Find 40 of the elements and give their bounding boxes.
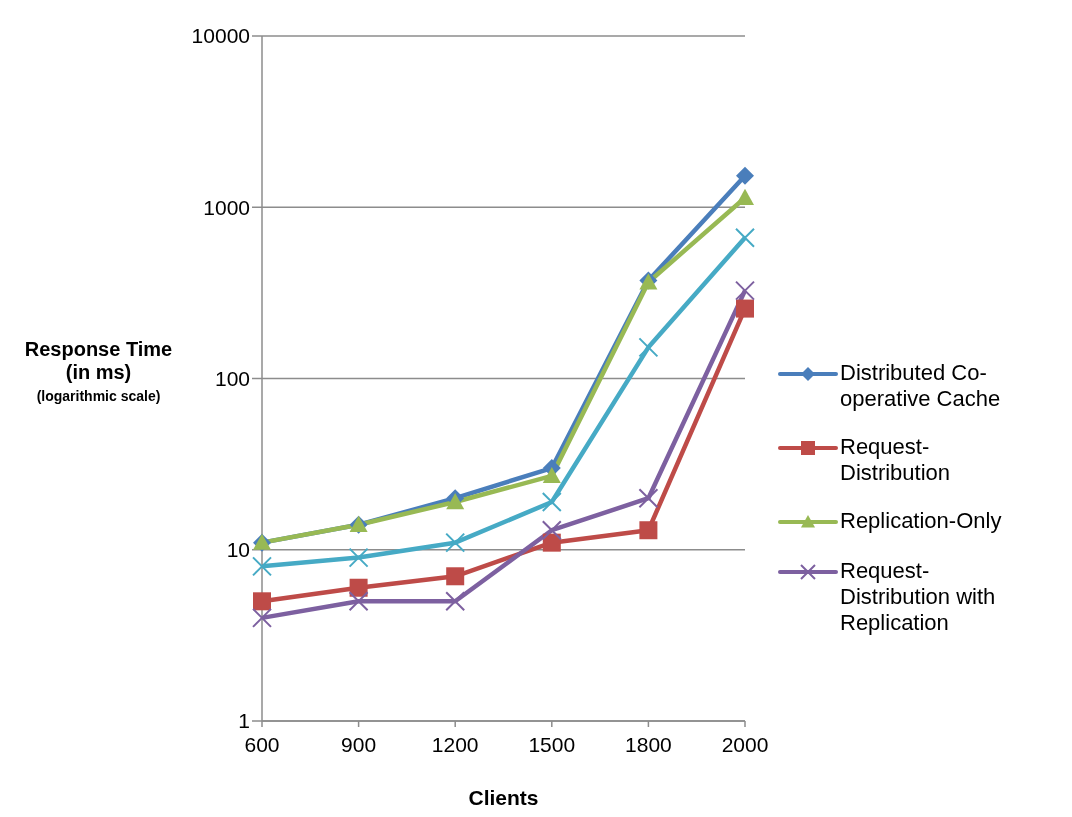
x-tick-label: 900	[341, 732, 377, 756]
point	[446, 567, 465, 586]
point	[349, 578, 368, 597]
y-tick-label: 10	[226, 538, 250, 562]
legend-label: Request-Distribution	[840, 434, 952, 486]
point	[542, 466, 561, 484]
point	[445, 591, 466, 612]
y-tick-label: 1000	[203, 195, 250, 219]
point	[541, 520, 562, 541]
point	[541, 492, 562, 513]
y-tick-label: 1	[238, 709, 250, 733]
x-axis-title: Clients	[468, 786, 539, 809]
x-tick-label: 600	[244, 732, 280, 756]
y-axis-title: Response Time (in ms)	[23, 338, 174, 384]
legend-label: Replication-Only	[840, 508, 1002, 534]
legend-label: Distributed Co-operative Cache	[840, 360, 1002, 412]
point	[445, 532, 466, 553]
point	[735, 227, 755, 248]
y-tick-label: 100	[214, 366, 250, 390]
legend-label: Request-Distribution with Replication	[840, 558, 997, 636]
point	[736, 188, 754, 205]
x-tick-label: 1500	[528, 732, 576, 756]
point	[736, 166, 754, 185]
point	[639, 521, 658, 540]
x-tick-label: 2000	[721, 732, 769, 756]
y-tick-label: 10000	[191, 24, 250, 48]
point	[252, 607, 272, 628]
x-tick-label: 1800	[625, 732, 672, 756]
point	[348, 547, 369, 568]
point	[735, 280, 755, 301]
point	[542, 533, 561, 552]
point	[638, 488, 659, 509]
point	[736, 299, 754, 318]
x-tick-label: 1200	[431, 732, 479, 756]
point	[252, 556, 272, 577]
point	[638, 337, 659, 358]
point	[253, 592, 271, 611]
point	[446, 493, 465, 510]
text: (logarithmic scale)	[35, 388, 162, 404]
point	[348, 591, 369, 612]
